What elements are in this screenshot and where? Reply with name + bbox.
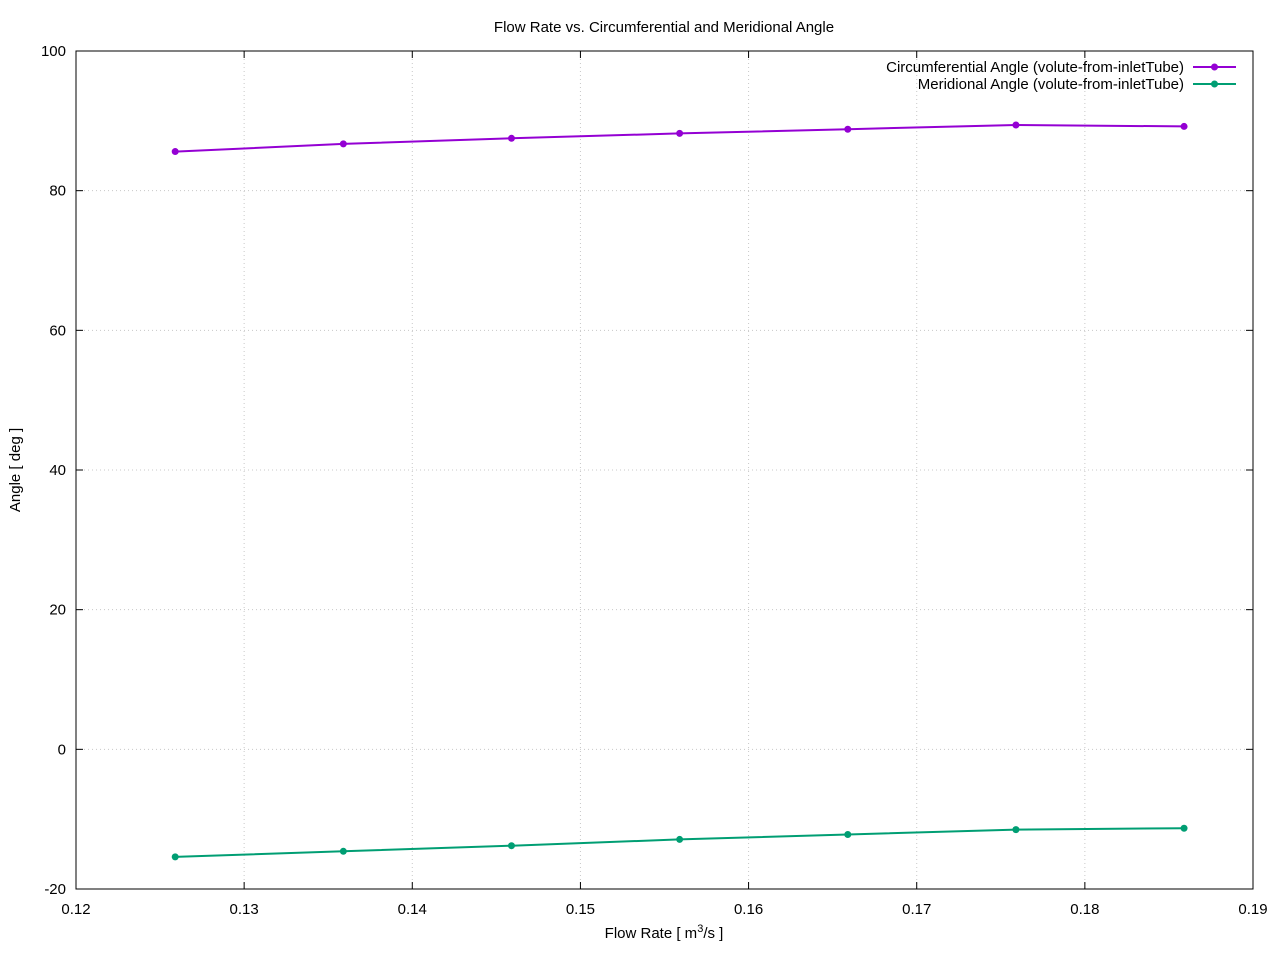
x-axis-label-suffix: /s ] — [703, 925, 723, 942]
legend-label-2: Meridional Angle (volute-from-inletTube) — [918, 76, 1184, 93]
series-line-1 — [175, 123, 1185, 153]
series-1-point — [1180, 122, 1188, 130]
x-tick-label: 0.15 — [566, 901, 595, 918]
series-1-point — [676, 129, 684, 137]
x-tick-label: 0.13 — [230, 901, 259, 918]
series-2-point — [676, 835, 684, 843]
x-axis-label-superscript: 3 — [697, 923, 703, 935]
y-tick-label: 100 — [41, 43, 66, 60]
y-tick-label: -20 — [44, 881, 66, 898]
y-tick-label: 80 — [49, 183, 66, 200]
legend: Circumferential Angle (volute-from-inlet… — [886, 59, 1236, 93]
x-tick-label: 0.19 — [1238, 901, 1267, 918]
legend-marker-1 — [1211, 63, 1218, 71]
x-tick-label: 0.14 — [398, 901, 427, 918]
series-1-point — [339, 140, 347, 148]
series-2-point — [339, 847, 347, 855]
series-1-point — [844, 125, 852, 133]
x-tick-label: 0.12 — [61, 901, 90, 918]
series-2-point — [507, 842, 515, 850]
x-axis-label-main: Flow Rate [ m — [605, 925, 698, 942]
series-2-point — [1012, 826, 1020, 834]
chart-title: Flow Rate vs. Circumferential and Meridi… — [494, 19, 834, 36]
y-tick-label: 0 — [58, 741, 66, 758]
y-tick-label: 40 — [49, 462, 66, 479]
grid-lines — [76, 51, 1253, 889]
x-tick-label: 0.16 — [734, 901, 763, 918]
x-tick-label: 0.18 — [1070, 901, 1099, 918]
axis-ticks: 0.12 0.13 0.14 0.15 0.16 0.17 0.18 0.19 -20 0 20 40… — [41, 43, 1268, 918]
x-tick-label: 0.17 — [902, 901, 931, 918]
series-layer — [171, 121, 1188, 861]
legend-label-1: Circumferential Angle (volute-from-inlet… — [886, 59, 1184, 76]
series-2-point — [844, 831, 852, 839]
legend-marker-2 — [1211, 80, 1218, 88]
series-2-point — [171, 853, 179, 861]
series-1-point — [507, 134, 515, 142]
series-1-point — [171, 148, 179, 156]
y-tick-label: 20 — [49, 602, 66, 619]
series-2-point — [1180, 824, 1188, 832]
y-tick-label: 60 — [49, 322, 66, 339]
x-axis-label: Flow Rate [ m3/s ] — [605, 923, 724, 942]
y-axis-label: Angle [ deg ] — [7, 428, 24, 512]
series-1-point — [1012, 121, 1020, 129]
